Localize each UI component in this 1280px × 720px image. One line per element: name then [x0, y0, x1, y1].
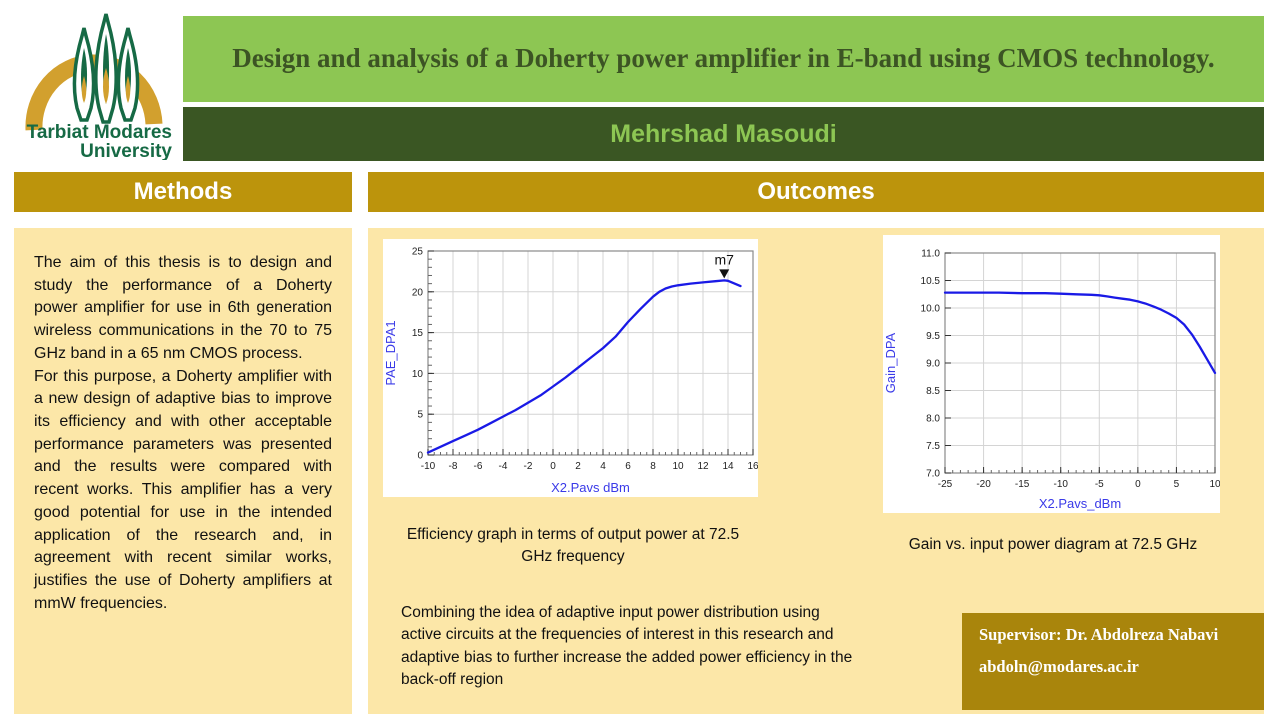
outcomes-heading: Outcomes [757, 178, 875, 205]
svg-text:5: 5 [1174, 479, 1180, 490]
logo-text-line1: Tarbiat Modares [27, 122, 172, 143]
supervisor-name: Supervisor: Dr. Abdolreza Nabavi [979, 625, 1219, 644]
svg-text:-10: -10 [1053, 479, 1068, 490]
methods-paragraph-1: The aim of this thesis is to design and … [34, 254, 332, 362]
svg-text:X2.Pavs_dBm: X2.Pavs_dBm [1039, 496, 1121, 511]
svg-text:14: 14 [722, 461, 734, 472]
efficiency-chart-plot: -10 -8 -6 -4 -2 0 2 4 6 8 10 12 14 16 0 5 10 15 20 25 X2.Pav… [383, 247, 759, 496]
svg-text:-25: -25 [938, 479, 953, 490]
svg-text:9.0: 9.0 [926, 359, 940, 370]
outcomes-paragraph: Combining the idea of adaptive input pow… [401, 604, 853, 688]
svg-text:0: 0 [550, 461, 556, 472]
university-logo-icon: Tarbiat Modares University [25, 13, 172, 162]
logo-text-line2: University [80, 141, 172, 160]
author-bar: Mehrshad Masoudi [183, 107, 1264, 161]
svg-text:9.5: 9.5 [926, 331, 940, 342]
author-name: Mehrshad Masoudi [610, 119, 837, 148]
gain-chart-caption: Gain vs. input power diagram at 72.5 GHz [908, 536, 1198, 553]
efficiency-chart-caption: Efficiency graph in terms of output powe… [406, 526, 740, 566]
svg-text:m7: m7 [715, 251, 735, 267]
svg-text:8.0: 8.0 [926, 414, 940, 425]
svg-text:10: 10 [672, 461, 684, 472]
svg-text:25: 25 [412, 247, 424, 258]
supervisor-box: Supervisor: Dr. Abdolreza Nabavi abdoln@… [962, 613, 1264, 710]
svg-text:8.5: 8.5 [926, 386, 940, 397]
outcomes-panel: -10 -8 -6 -4 -2 0 2 4 6 8 10 12 14 16 0 5 10 15 20 25 X2.Pav… [368, 228, 1264, 714]
svg-text:10: 10 [1209, 479, 1220, 490]
poster-title: Design and analysis of a Doherty power a… [232, 43, 1215, 74]
svg-text:-10: -10 [421, 461, 436, 472]
svg-text:7.5: 7.5 [926, 441, 940, 452]
svg-text:0: 0 [417, 451, 423, 462]
svg-text:X2.Pavs dBm: X2.Pavs dBm [551, 480, 630, 495]
svg-text:8: 8 [650, 461, 656, 472]
svg-text:Gain_DPA: Gain_DPA [883, 332, 898, 393]
svg-text:15: 15 [412, 328, 424, 339]
svg-text:10.0: 10.0 [921, 304, 941, 315]
svg-text:4: 4 [600, 461, 606, 472]
gain-chart: -25 -20 -15 -10 -5 0 5 10 7.0 7.5 8.0 8.5 9.0 9.5 10.0… [883, 235, 1221, 513]
svg-text:16: 16 [747, 461, 758, 472]
svg-text:-8: -8 [449, 461, 458, 472]
svg-text:-5: -5 [1095, 479, 1104, 490]
svg-text:2: 2 [575, 461, 581, 472]
svg-text:-6: -6 [474, 461, 483, 472]
svg-text:10.5: 10.5 [921, 276, 941, 287]
svg-text:PAE_DPA1: PAE_DPA1 [383, 320, 398, 385]
efficiency-chart: -10 -8 -6 -4 -2 0 2 4 6 8 10 12 14 16 0 5 10 15 20 25 X2.Pav… [383, 239, 759, 497]
methods-section-header: Methods [14, 172, 352, 212]
svg-text:-4: -4 [499, 461, 508, 472]
svg-text:11.0: 11.0 [921, 249, 940, 260]
svg-text:10: 10 [412, 369, 424, 380]
svg-text:-15: -15 [1015, 479, 1030, 490]
svg-text:12: 12 [697, 461, 709, 472]
svg-text:5: 5 [417, 410, 423, 421]
university-logo: Tarbiat Modares University [20, 8, 180, 162]
svg-text:7.0: 7.0 [926, 469, 940, 480]
svg-text:0: 0 [1135, 479, 1141, 490]
svg-text:-2: -2 [524, 461, 533, 472]
svg-text:20: 20 [412, 287, 424, 298]
supervisor-email: abdoln@modares.ac.ir [979, 657, 1139, 676]
methods-paragraph-2: For this purpose, a Doherty amplifier wi… [34, 367, 332, 612]
methods-heading: Methods [133, 178, 233, 205]
title-bar: Design and analysis of a Doherty power a… [183, 16, 1264, 102]
outcomes-section-header: Outcomes [368, 172, 1264, 212]
methods-panel: The aim of this thesis is to design and … [14, 228, 352, 714]
gain-chart-plot: -25 -20 -15 -10 -5 0 5 10 7.0 7.5 8.0 8.5 9.0 9.5 10.0… [883, 249, 1221, 512]
svg-text:-20: -20 [976, 479, 991, 490]
svg-text:6: 6 [625, 461, 631, 472]
